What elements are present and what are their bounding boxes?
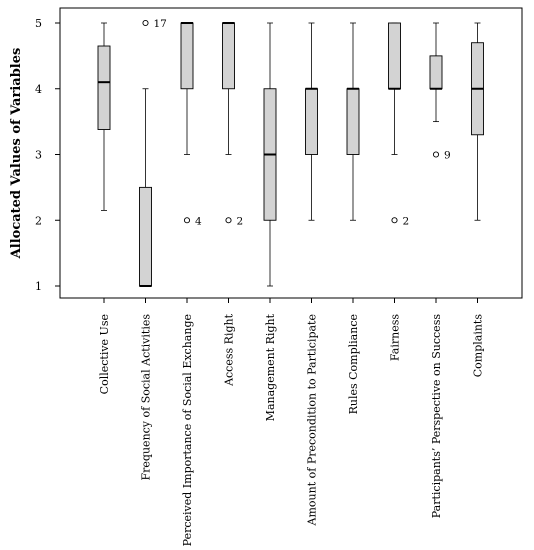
box-0 <box>97 22 111 211</box>
iqr-box-1 <box>139 186 152 287</box>
box-6 <box>346 22 360 221</box>
y-tick-label-2: 2 <box>35 214 42 227</box>
outlier-label-3-0: 2 <box>237 215 244 227</box>
iqr-box-8 <box>429 55 443 90</box>
iqr-box-0 <box>97 45 111 130</box>
y-tick-label-3: 3 <box>35 149 42 162</box>
box-5 <box>305 22 318 221</box>
category-label-1: Frequency of Social Activities <box>140 314 153 481</box>
box-7: 2 <box>388 22 410 227</box>
category-label-9: Complaints <box>472 314 485 378</box>
outlier-point-7-0 <box>391 217 398 224</box>
outlier-label-2-0: 4 <box>195 215 202 227</box>
y-axis-label: Allocated Values of Variables <box>9 48 24 260</box>
y-tick-label-4: 4 <box>35 83 42 96</box>
plot-frame <box>59 7 523 299</box>
outlier-point-1-0 <box>142 19 149 27</box>
iqr-box-5 <box>305 88 318 155</box>
outlier-point-2-0 <box>183 217 191 224</box>
category-label-0: Collective Use <box>98 314 111 394</box>
category-label-7: Fairness <box>389 314 402 361</box>
box-8: 9 <box>429 22 451 162</box>
outlier-label-8-0: 9 <box>444 150 451 162</box>
box-2: 4 <box>180 22 202 227</box>
x-axis: Collective Use Frequency of Social Activi… <box>98 298 485 546</box>
category-label-6: Rules Compliance <box>347 314 360 414</box>
y-tick-label-5: 5 <box>35 17 42 30</box>
y-tick-label-1: 1 <box>35 280 42 293</box>
box-3: 2 <box>222 22 244 227</box>
y-axis: 1 2 3 4 5 <box>35 17 60 293</box>
boxes-group: 17 4 2 2 9 <box>97 18 484 287</box>
box-9 <box>471 22 484 221</box>
iqr-box-2 <box>180 22 194 90</box>
outlier-label-7-0: 2 <box>403 215 410 227</box>
box-1: 17 <box>139 18 167 287</box>
outlier-point-3-0 <box>225 217 232 224</box>
category-label-3: Access Right <box>223 313 236 386</box>
iqr-box-3 <box>222 22 235 90</box>
category-label-4: Management Right <box>264 313 277 421</box>
iqr-box-6 <box>346 88 360 155</box>
outlier-label-1-0: 17 <box>154 18 167 30</box>
category-label-8: Participants’ Perspective on Success <box>430 314 443 519</box>
box-4 <box>263 22 277 287</box>
iqr-box-7 <box>388 22 401 90</box>
outlier-point-8-0 <box>432 151 440 158</box>
category-label-2: Perceived Importance of Social Exchange <box>181 314 194 546</box>
category-label-5: Amount of Precondition to Participate <box>306 314 319 526</box>
